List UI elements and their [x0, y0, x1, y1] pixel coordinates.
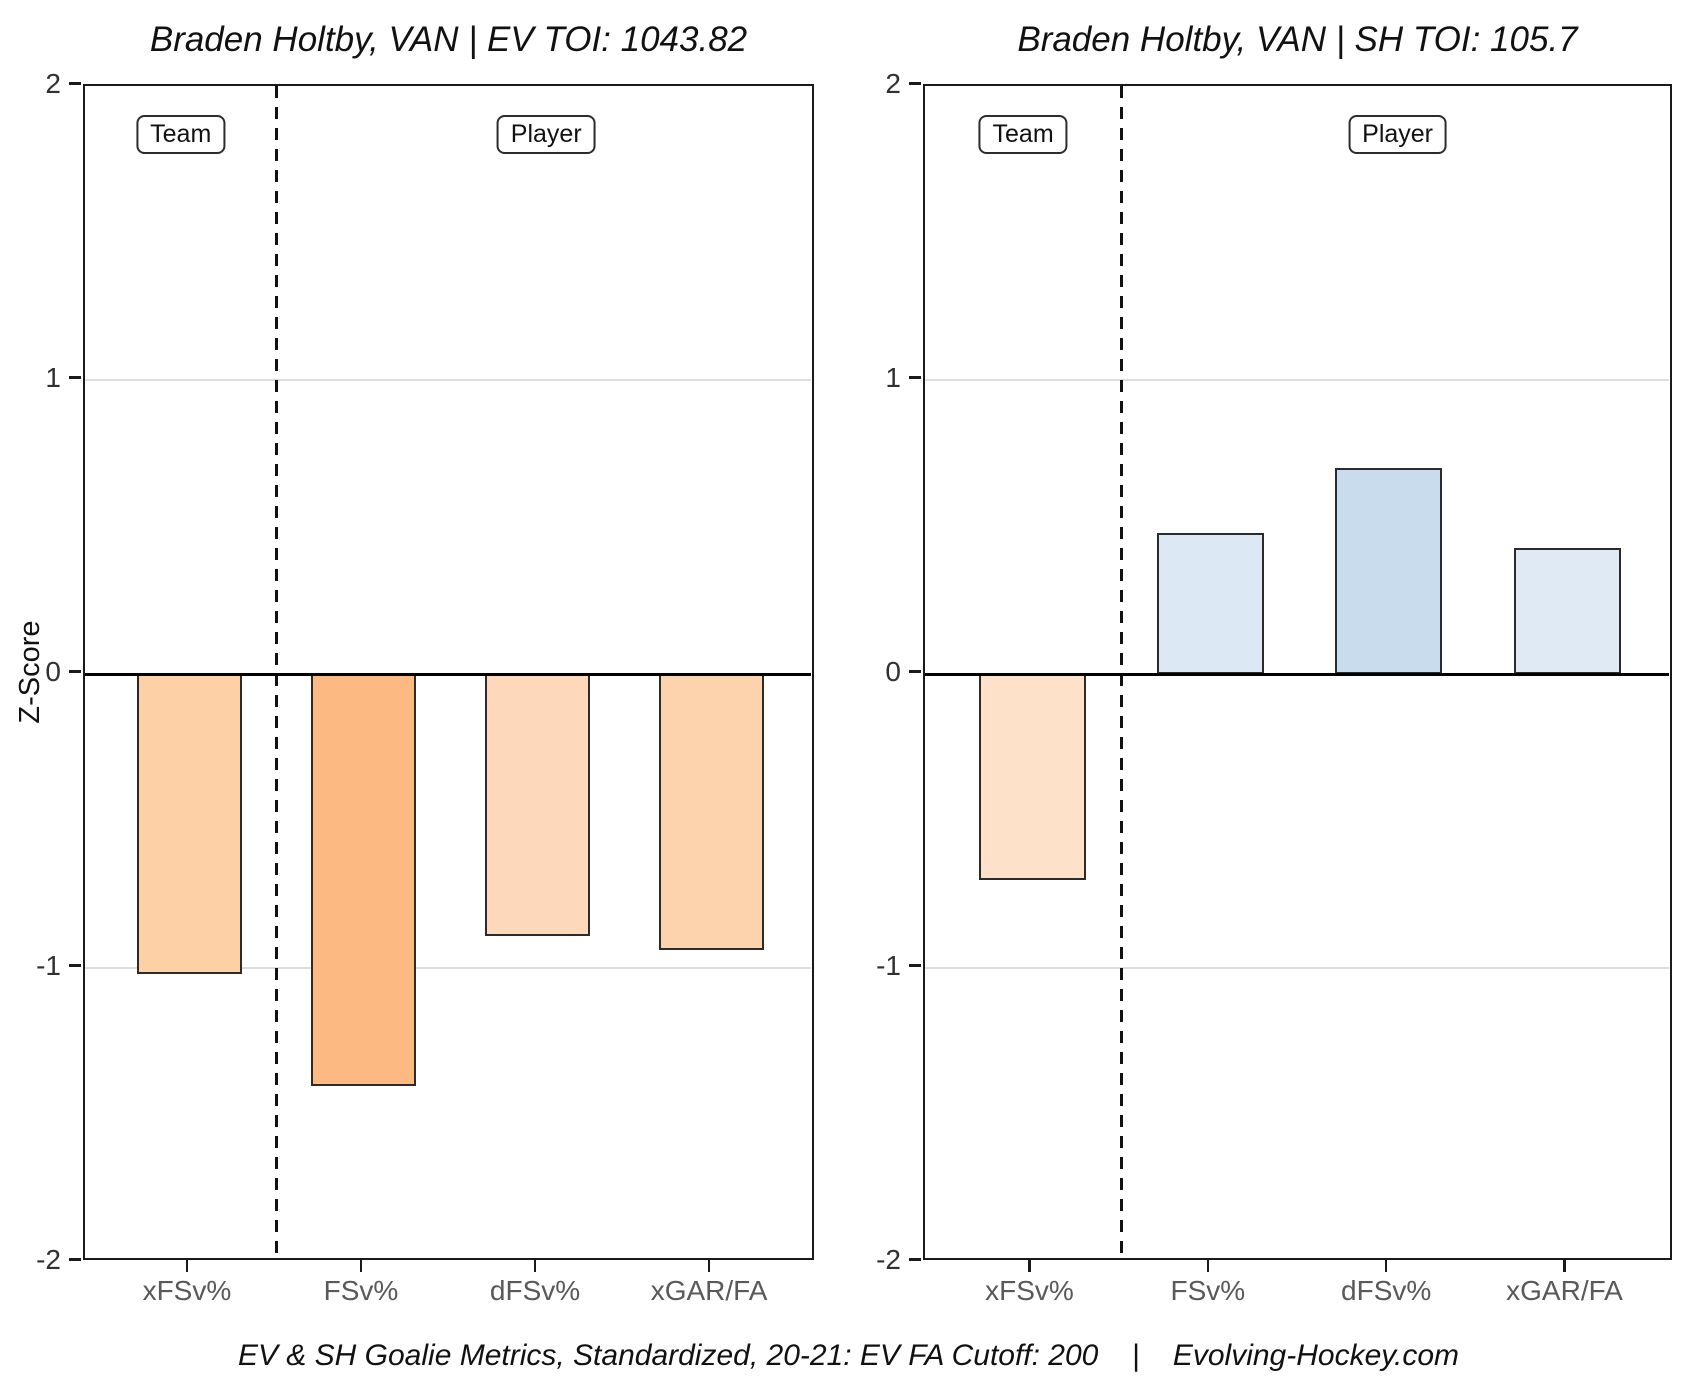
y-tick--2 — [908, 1258, 921, 1261]
y-tick-label-2: 2 — [45, 67, 61, 99]
zero-line — [925, 672, 1669, 676]
zero-line — [85, 672, 811, 676]
y-tick-label-1: 1 — [885, 361, 901, 393]
x-tick-label-xFSv%: xFSv% — [142, 1275, 232, 1306]
x-tick-FSv% — [1206, 1259, 1210, 1272]
y-tick-2 — [68, 82, 81, 85]
x-tick-label-dFSv%: dFSv% — [489, 1275, 581, 1306]
y-tick-0 — [908, 670, 921, 673]
left-chart-panel: 2 1 0 -1 -2 xFSv% FSv% dFSv% xGAR/FA Team Player — [36, 68, 814, 1306]
gridline-y1 — [85, 379, 811, 381]
bar-dFSv% — [485, 674, 590, 936]
bar-FSv% — [311, 674, 416, 1086]
bar-xFSv% — [978, 674, 1086, 880]
y-tick--1 — [908, 964, 921, 967]
x-tick-label-xFSv%: xFSv% — [985, 1275, 1074, 1306]
section-label-player: Player — [496, 115, 596, 155]
x-tick-label-FSv%: FSv% — [323, 1275, 399, 1306]
y-tick-label--2: -2 — [36, 1243, 61, 1275]
y-tick-1 — [908, 376, 921, 379]
y-tick-0 — [68, 670, 81, 673]
left-chart-title: Braden Holtby, VAN | EV TOI: 1043.82 — [149, 20, 748, 59]
x-tick-dFSv% — [533, 1259, 537, 1272]
x-tick-FSv% — [359, 1259, 363, 1272]
team-player-divider — [1119, 86, 1123, 1257]
y-tick-label-0: 0 — [45, 655, 61, 687]
y-tick--2 — [68, 1258, 81, 1261]
bar-xGAR/FA — [659, 674, 764, 951]
y-tick-1 — [68, 376, 81, 379]
section-label-player: Player — [1348, 115, 1448, 155]
x-tick-xGAR/FA — [707, 1259, 711, 1272]
bar-FSv% — [1156, 532, 1264, 674]
right-chart-title: Braden Holtby, VAN | SH TOI: 105.7 — [1017, 20, 1578, 59]
x-tick-xFSv% — [1028, 1259, 1031, 1272]
figure-caption: EV & SH Goalie Metrics, Standardized, 20… — [237, 1339, 1460, 1372]
y-tick-label--1: -1 — [876, 949, 901, 981]
gridline-y1 — [925, 379, 1669, 381]
x-tick-label-dFSv%: dFSv% — [1341, 1275, 1432, 1306]
bar-dFSv% — [1335, 468, 1443, 674]
right-chart-panel: 2 1 0 -1 -2 xFSv% FSv% dFSv% xGAR/FA Team Player — [876, 68, 1672, 1306]
x-tick-xGAR/FA — [1563, 1259, 1566, 1272]
gridline-y-1 — [925, 967, 1669, 969]
y-tick-2 — [908, 82, 921, 85]
y-tick-label-2: 2 — [885, 67, 901, 99]
section-label-team: Team — [136, 115, 226, 155]
section-label-team: Team — [978, 115, 1068, 155]
y-tick-label--1: -1 — [36, 949, 61, 981]
team-player-divider — [274, 86, 278, 1257]
x-tick-label-xGAR/FA: xGAR/FA — [1506, 1275, 1623, 1306]
y-tick-label--2: -2 — [876, 1243, 901, 1275]
bar-xGAR/FA — [1513, 547, 1621, 674]
x-tick-label-FSv%: FSv% — [1170, 1275, 1246, 1306]
bar-xFSv% — [137, 674, 242, 974]
gridline-y-1 — [85, 967, 811, 969]
y-tick-label-0: 0 — [885, 655, 901, 687]
x-tick-dFSv% — [1384, 1259, 1388, 1272]
y-tick-label-1: 1 — [45, 361, 61, 393]
y-tick--1 — [68, 964, 81, 967]
x-tick-xFSv% — [185, 1259, 189, 1272]
x-tick-label-xGAR/FA: xGAR/FA — [650, 1275, 768, 1306]
